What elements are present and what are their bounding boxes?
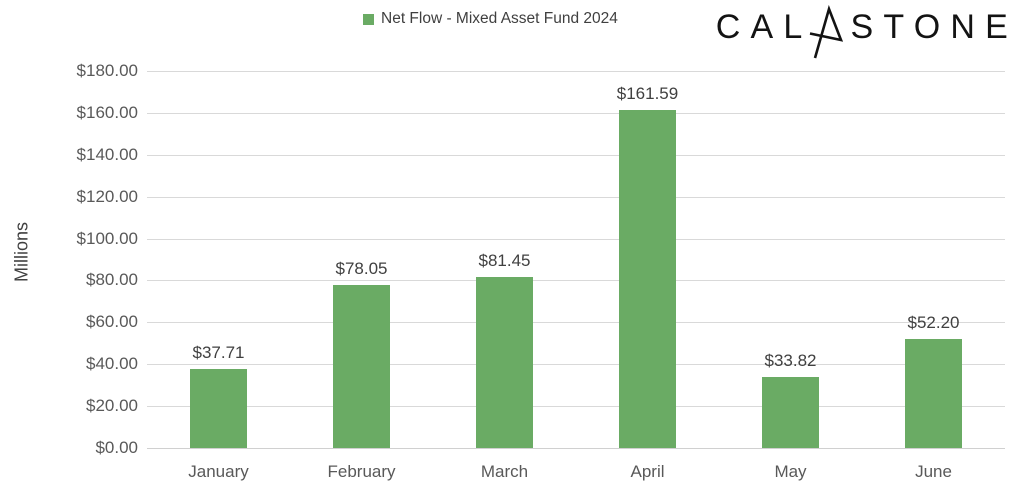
gridline — [147, 238, 1005, 240]
x-axis-tick-label-february: February — [327, 462, 396, 481]
gridline — [147, 154, 1005, 156]
x-axis-tick-label-june: June — [915, 462, 952, 481]
y-axis-tick-label: $160.00 — [76, 102, 138, 122]
x-axis-tick-label-january: January — [188, 462, 249, 481]
data-label-may: $33.82 — [764, 351, 817, 371]
gridline — [147, 364, 1005, 366]
logo-text-before: CAL — [715, 8, 813, 46]
x-axis-tick-label-april: April — [630, 462, 665, 481]
bar-april — [619, 109, 676, 448]
bar-june — [905, 338, 962, 448]
logo-text-after: STONE — [850, 8, 1018, 46]
calastone-stylized-a-icon — [810, 5, 844, 59]
y-axis-tick-label: $140.00 — [76, 144, 138, 164]
y-axis-tick-label: $80.00 — [86, 270, 138, 290]
legend-swatch-icon — [363, 13, 374, 25]
data-label-january: $37.71 — [192, 343, 245, 363]
bar-february — [333, 284, 390, 448]
data-label-february: $78.05 — [335, 258, 388, 278]
x-axis-tick-label-may: May — [774, 462, 807, 481]
gridline — [147, 196, 1005, 198]
y-axis-tick-label: $20.00 — [86, 396, 138, 416]
x-axis-line — [147, 448, 1005, 449]
y-axis-tick-label: $120.00 — [76, 186, 138, 206]
gridline — [147, 112, 1005, 114]
bar-january — [190, 369, 247, 448]
data-label-june: $52.20 — [907, 312, 960, 332]
gridline — [147, 322, 1005, 324]
legend: Net Flow - Mixed Asset Fund 2024 — [363, 10, 618, 28]
legend-label: Net Flow - Mixed Asset Fund 2024 — [381, 10, 618, 27]
calastone-logo: CAL STONE — [716, 4, 1018, 64]
x-axis-tick-label-march: March — [480, 462, 529, 481]
data-label-april: $161.59 — [616, 83, 679, 103]
gridline — [147, 71, 1005, 72]
y-axis-tick-label: $180.00 — [76, 61, 138, 80]
y-axis-tick-label: $100.00 — [76, 228, 138, 248]
y-axis-tick-label: $0.00 — [95, 438, 138, 457]
gridline — [147, 280, 1005, 282]
plot-area — [147, 71, 1005, 449]
data-label-march: $81.45 — [478, 251, 531, 271]
bar-may — [762, 377, 819, 448]
y-axis-tick-label: $40.00 — [86, 354, 138, 374]
y-axis-tick-label: $60.00 — [86, 312, 138, 332]
bar-march — [476, 277, 533, 448]
gridline — [147, 406, 1005, 408]
